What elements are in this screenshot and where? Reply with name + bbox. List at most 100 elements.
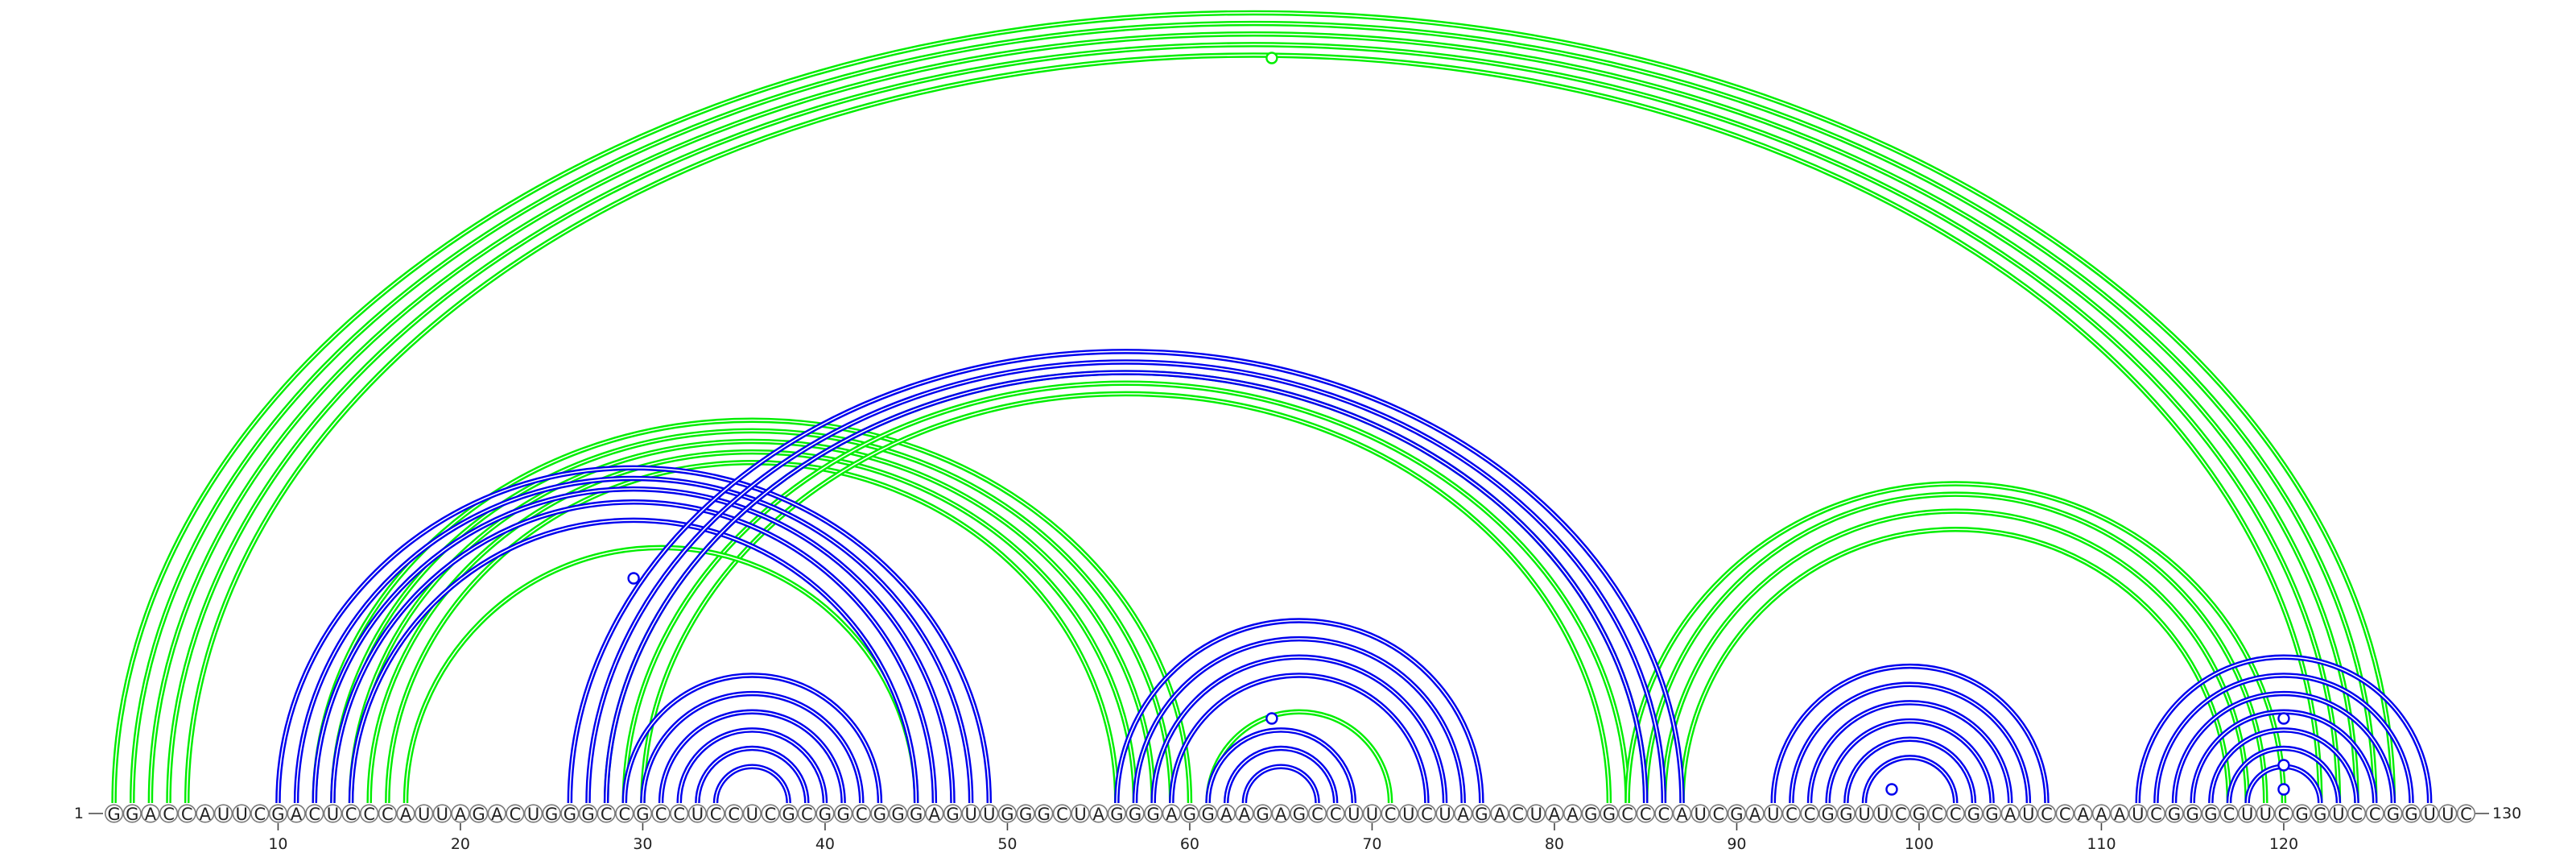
arc-gap <box>1772 665 2048 804</box>
helix-6 <box>1205 709 1393 804</box>
nucleotide-circle <box>1144 804 1163 823</box>
nucleotide: U <box>2128 804 2148 824</box>
nucleotide-letter: C <box>1512 805 1524 824</box>
nucleotide-circle <box>906 804 926 823</box>
nucleotide-circle <box>980 804 999 823</box>
nucleotide: C <box>2146 804 2165 824</box>
nucleotide-letter: C <box>1895 805 1907 824</box>
nucleotide-circle <box>633 804 653 823</box>
tick-label: 100 <box>1905 835 1934 853</box>
nucleotide: G <box>1290 804 1309 824</box>
nucleotide-circle <box>1800 804 1819 823</box>
nucleotide-circle <box>2219 804 2239 823</box>
nucleotide-letter: G <box>1110 805 1123 824</box>
nucleotide-circle <box>815 804 835 823</box>
nucleotide-circle <box>852 804 871 823</box>
nucleotide: C <box>2456 804 2476 824</box>
nucleotide: A <box>287 804 306 824</box>
nucleotide: C <box>2347 804 2367 824</box>
nucleotide-circle <box>1617 804 1637 823</box>
nucleotide-circle <box>560 804 580 823</box>
nucleotide-circle <box>2110 804 2129 823</box>
nucleotide: U <box>432 804 452 824</box>
nucleotide-circle <box>1709 804 1728 823</box>
arc-gap <box>1845 738 1975 804</box>
nucleotide-circle <box>177 804 196 823</box>
nucleotide: A <box>1162 804 1181 824</box>
nucleotide: C <box>1326 804 1345 824</box>
arc-gap <box>368 451 1136 804</box>
nucleotide-letter: C <box>728 805 740 824</box>
nucleotide: A <box>1545 804 1564 824</box>
nucleotide-letter: C <box>601 805 613 824</box>
nucleotide-letter: C <box>1421 805 1433 824</box>
nucleotide-letter: G <box>1985 805 1998 824</box>
arc-gap <box>350 441 1154 804</box>
nucleotide: U <box>1873 804 1893 824</box>
nucleotide: G <box>2293 804 2312 824</box>
nucleotide-letter: U <box>2442 805 2454 824</box>
nucleotide-letter: C <box>655 805 667 824</box>
nucleotide-circle <box>1727 804 1747 823</box>
nucleotide-letter: A <box>455 805 467 824</box>
nucleotide-letter: A <box>491 805 503 824</box>
nucleotide-circle <box>2091 804 2112 823</box>
nucleotide-letter: C <box>2278 805 2290 824</box>
nucleotide-letter: G <box>1019 805 1032 824</box>
nucleotide: G <box>560 804 580 824</box>
nucleotide: U <box>1071 804 1090 824</box>
nucleotide-circle <box>2201 804 2220 823</box>
nucleotide-circle <box>1855 804 1874 823</box>
nucleotide-letter: U <box>418 805 430 824</box>
nucleotide-circle <box>670 804 689 823</box>
base-pair-arc <box>1205 709 1393 804</box>
tick-label: 60 <box>1180 835 1199 853</box>
nucleotide-letter: A <box>2004 805 2017 824</box>
nucleotide-circle <box>2146 804 2165 823</box>
nucleotide-circle <box>141 804 160 823</box>
nucleotide-circle <box>1928 804 1947 823</box>
base-pair-arc <box>658 709 846 804</box>
nucleotide-circle <box>122 804 142 823</box>
nucleotide: A <box>451 804 470 824</box>
nucleotide-letter: A <box>1676 805 1688 824</box>
nucleotide: G <box>1727 804 1747 824</box>
nucleotide-letter: U <box>436 805 448 824</box>
arc-gap <box>313 488 954 804</box>
nucleotide-circle <box>432 804 452 823</box>
base-pair-arc <box>312 417 1193 804</box>
nucleotide-letter: A <box>400 805 412 824</box>
nucleotide: C <box>177 804 196 824</box>
helix-9 <box>621 673 883 804</box>
nucleotide-letter: U <box>327 805 339 824</box>
arc-gap <box>1864 756 1957 804</box>
nucleotide: U <box>961 804 980 824</box>
nucleotide: C <box>1617 804 1637 824</box>
nucleotide-circle <box>1745 804 1765 823</box>
nucleotide-circle <box>1764 804 1783 823</box>
nucleotide: U <box>1435 804 1455 824</box>
nucleotide-circle <box>305 804 324 823</box>
nucleotide-letter: C <box>163 805 175 824</box>
nucleotide-circle <box>1472 804 1491 823</box>
nucleotide-circle <box>1180 804 1199 823</box>
arc-gap <box>605 371 1646 804</box>
nucleotide-letter: G <box>891 805 904 824</box>
nucleotide-letter: C <box>345 805 357 824</box>
nucleotide: C <box>1307 804 1327 824</box>
arc-gap <box>2228 747 2339 804</box>
nucleotide: C <box>1800 804 1819 824</box>
base-pair-arc <box>1861 755 1959 804</box>
arc-marker-dot <box>1885 783 1898 796</box>
nucleotide-letter: G <box>946 805 959 824</box>
nucleotide-letter: A <box>1275 805 1287 824</box>
nucleotide-circle <box>1600 804 1619 823</box>
nucleotide: G <box>833 804 853 824</box>
arc-gap <box>1152 656 1446 804</box>
nucleotide: C <box>1654 804 1674 824</box>
nucleotide-letter: C <box>856 805 868 824</box>
base-pair-arc <box>184 52 2323 804</box>
nucleotide-letter: G <box>2204 805 2217 824</box>
arc-marker-dot <box>2277 759 2290 772</box>
base-pair-arc <box>1806 700 2013 804</box>
